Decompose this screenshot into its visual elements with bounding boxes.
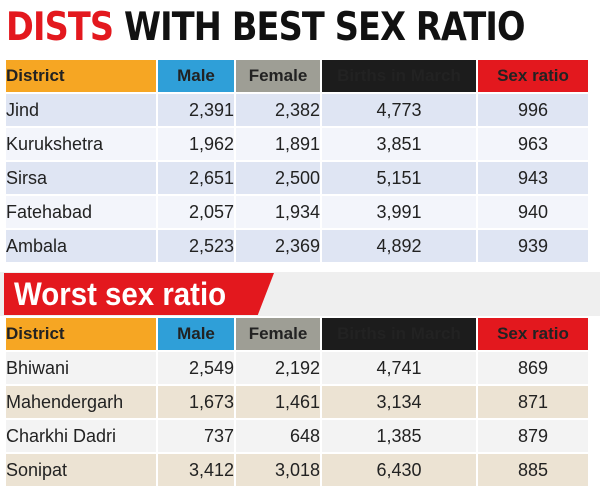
female-cell: 2,192 <box>236 352 320 384</box>
sex-ratio-cell: 885 <box>478 454 588 486</box>
header-row: District Male Female Births in March Sex… <box>6 60 588 92</box>
female-cell: 2,369 <box>236 230 320 262</box>
column-header-district: District <box>6 60 156 92</box>
male-cell: 2,523 <box>158 230 234 262</box>
table-row: Charkhi Dadri 737 648 1,385 879 <box>6 420 588 452</box>
header-row: District Male Female Births in March Sex… <box>6 318 588 350</box>
sex-ratio-cell: 879 <box>478 420 588 452</box>
table-row: Ambala 2,523 2,369 4,892 939 <box>6 230 588 262</box>
male-cell: 3,412 <box>158 454 234 486</box>
title-part-1: DISTS <box>6 5 114 50</box>
sex-ratio-cell: 940 <box>478 196 588 228</box>
sex-ratio-cell: 869 <box>478 352 588 384</box>
births-cell: 4,773 <box>322 94 476 126</box>
column-header-sex-ratio: Sex ratio <box>478 318 588 350</box>
sex-ratio-cell: 996 <box>478 94 588 126</box>
page-title: DISTS WITH BEST SEX RATIO <box>6 2 526 54</box>
table-row: Kurukshetra 1,962 1,891 3,851 963 <box>6 128 588 160</box>
column-header-district: District <box>6 318 156 350</box>
table-row: Sonipat 3,412 3,018 6,430 885 <box>6 454 588 486</box>
births-cell: 4,892 <box>322 230 476 262</box>
sex-ratio-cell: 871 <box>478 386 588 418</box>
district-cell: Ambala <box>6 230 156 262</box>
district-cell: Jind <box>6 94 156 126</box>
column-header-births: Births in March <box>322 60 476 92</box>
district-cell: Sirsa <box>6 162 156 194</box>
male-cell: 2,391 <box>158 94 234 126</box>
births-cell: 5,151 <box>322 162 476 194</box>
district-cell: Kurukshetra <box>6 128 156 160</box>
column-header-male: Male <box>158 318 234 350</box>
female-cell: 1,461 <box>236 386 320 418</box>
column-header-births: Births in March <box>322 318 476 350</box>
worst-sex-ratio-table: District Male Female Births in March Sex… <box>4 316 590 488</box>
male-cell: 2,549 <box>158 352 234 384</box>
district-cell: Sonipat <box>6 454 156 486</box>
sex-ratio-cell: 943 <box>478 162 588 194</box>
district-cell: Bhiwani <box>6 352 156 384</box>
births-cell: 6,430 <box>322 454 476 486</box>
table-row: Mahendergarh 1,673 1,461 3,134 871 <box>6 386 588 418</box>
male-cell: 737 <box>158 420 234 452</box>
table-row: Jind 2,391 2,382 4,773 996 <box>6 94 588 126</box>
district-cell: Fatehabad <box>6 196 156 228</box>
worst-title: Worst sex ratio <box>14 276 227 312</box>
district-cell: Mahendergarh <box>6 386 156 418</box>
births-cell: 1,385 <box>322 420 476 452</box>
births-cell: 4,741 <box>322 352 476 384</box>
sex-ratio-cell: 939 <box>478 230 588 262</box>
male-cell: 1,962 <box>158 128 234 160</box>
female-cell: 3,018 <box>236 454 320 486</box>
column-header-female: Female <box>236 60 320 92</box>
district-cell: Charkhi Dadri <box>6 420 156 452</box>
female-cell: 1,891 <box>236 128 320 160</box>
female-cell: 1,934 <box>236 196 320 228</box>
table-row: Bhiwani 2,549 2,192 4,741 869 <box>6 352 588 384</box>
female-cell: 648 <box>236 420 320 452</box>
best-sex-ratio-table: District Male Female Births in March Sex… <box>4 58 590 264</box>
column-header-female: Female <box>236 318 320 350</box>
male-cell: 2,057 <box>158 196 234 228</box>
female-cell: 2,382 <box>236 94 320 126</box>
male-cell: 1,673 <box>158 386 234 418</box>
column-header-male: Male <box>158 60 234 92</box>
male-cell: 2,651 <box>158 162 234 194</box>
title-part-2: WITH BEST SEX RATIO <box>124 5 525 50</box>
table-row: Sirsa 2,651 2,500 5,151 943 <box>6 162 588 194</box>
female-cell: 2,500 <box>236 162 320 194</box>
worst-banner: Worst sex ratio <box>4 273 274 315</box>
births-cell: 3,851 <box>322 128 476 160</box>
births-cell: 3,134 <box>322 386 476 418</box>
births-cell: 3,991 <box>322 196 476 228</box>
column-header-sex-ratio: Sex ratio <box>478 60 588 92</box>
table-row: Fatehabad 2,057 1,934 3,991 940 <box>6 196 588 228</box>
sex-ratio-cell: 963 <box>478 128 588 160</box>
